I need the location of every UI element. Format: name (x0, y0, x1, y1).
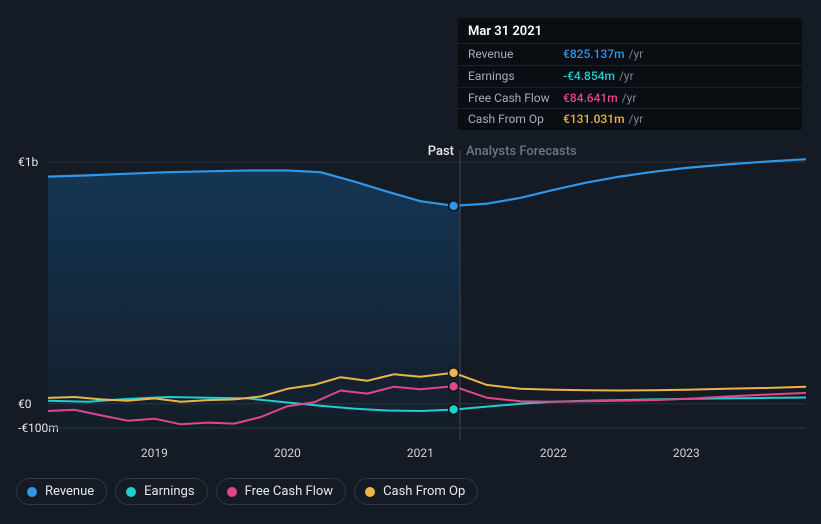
financials-chart: Mar 31 2021 Revenue€825.137m/yrEarnings-… (0, 0, 821, 524)
legend-item-revenue[interactable]: Revenue (16, 478, 107, 505)
tooltip-row-value: -€4.854m (563, 68, 615, 85)
tooltip-row-suffix: /yr (619, 68, 634, 85)
legend-swatch (126, 487, 136, 497)
hover-tooltip: Mar 31 2021 Revenue€825.137m/yrEarnings-… (458, 18, 802, 130)
legend-item-cash-from-op[interactable]: Cash From Op (354, 478, 478, 505)
x-tick-label: 2022 (540, 446, 567, 460)
x-tick-label: 2020 (274, 446, 301, 460)
tooltip-row: Cash From Op€131.031m/yr (458, 108, 802, 130)
legend: Revenue Earnings Free Cash Flow Cash From O… (16, 478, 478, 505)
legend-swatch (365, 487, 375, 497)
tooltip-row: Revenue€825.137m/yr (458, 43, 802, 65)
marker-cash-from-op (449, 368, 459, 378)
x-tick-label: 2023 (673, 446, 700, 460)
tooltip-row-label: Earnings (468, 68, 563, 85)
legend-item-free-cash-flow[interactable]: Free Cash Flow (216, 478, 346, 505)
legend-swatch (227, 487, 237, 497)
tooltip-row-suffix: /yr (629, 111, 644, 128)
marker-earnings (449, 405, 459, 415)
legend-label: Cash From Op (383, 484, 465, 499)
marker-revenue (449, 201, 459, 211)
tooltip-row-label: Free Cash Flow (468, 90, 563, 107)
tooltip-row: Earnings-€4.854m/yr (458, 65, 802, 87)
tooltip-date: Mar 31 2021 (458, 18, 802, 43)
legend-label: Free Cash Flow (245, 484, 333, 499)
tooltip-row-label: Revenue (468, 46, 563, 63)
legend-label: Earnings (144, 484, 194, 499)
tooltip-row-value: €825.137m (563, 46, 625, 63)
legend-item-earnings[interactable]: Earnings (115, 478, 207, 505)
tooltip-row-value: €84.641m (563, 90, 618, 107)
y-tick-label: €1b (18, 155, 38, 169)
y-tick-label: €0 (18, 397, 32, 411)
legend-swatch (27, 487, 37, 497)
tooltip-row: Free Cash Flow€84.641m/yr (458, 87, 802, 109)
x-tick-label: 2019 (141, 446, 168, 460)
legend-label: Revenue (45, 484, 94, 499)
tooltip-row-suffix: /yr (629, 46, 644, 63)
marker-free-cash-flow (449, 381, 459, 391)
plot-area[interactable] (48, 150, 806, 440)
x-tick-label: 2021 (407, 446, 434, 460)
tooltip-row-value: €131.031m (563, 111, 625, 128)
tooltip-row-suffix: /yr (622, 90, 637, 107)
tooltip-row-label: Cash From Op (468, 111, 563, 128)
